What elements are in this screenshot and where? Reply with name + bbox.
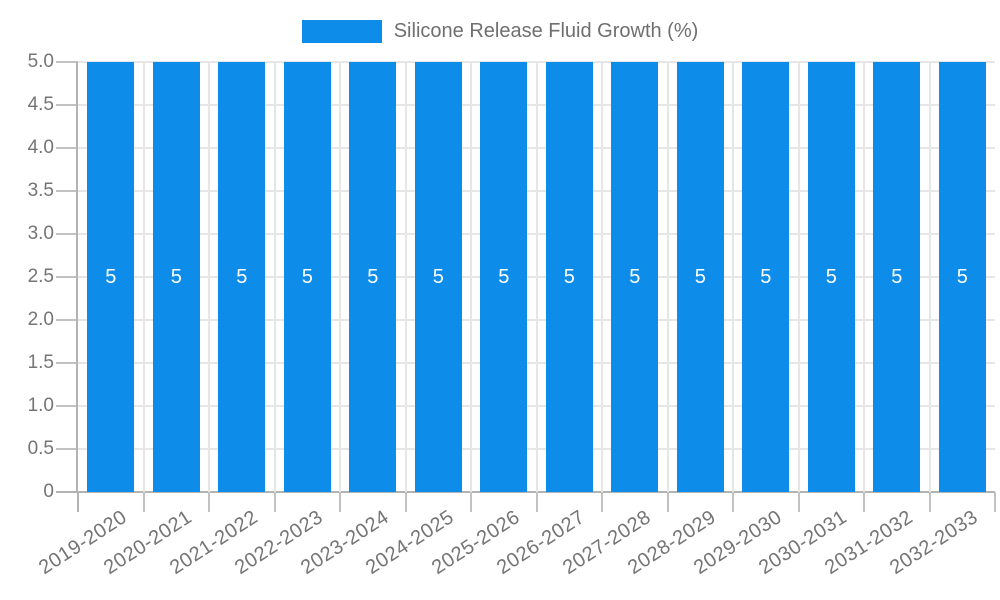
- x-tick: [928, 492, 931, 512]
- bar[interactable]: [414, 62, 462, 492]
- bar[interactable]: [480, 62, 528, 492]
- category-separator: [601, 62, 603, 492]
- bar[interactable]: [873, 62, 921, 492]
- legend-swatch-icon: [301, 20, 382, 43]
- x-tick: [732, 492, 734, 512]
- x-tick: [339, 492, 341, 512]
- x-tick: [535, 492, 538, 512]
- bar-value-label: 5: [629, 266, 641, 288]
- bar[interactable]: [283, 62, 331, 492]
- category-separator: [208, 62, 210, 492]
- bar[interactable]: [87, 62, 135, 492]
- plot-area: 5 5 5 5 5 5 5 5 5 5 5 5 5 5: [78, 61, 995, 493]
- bar-value-label: 5: [236, 266, 248, 288]
- x-tick: [404, 492, 407, 512]
- legend-item[interactable]: Silicone Release Fluid Growth (%): [301, 20, 699, 43]
- bar-value-label: 5: [956, 266, 968, 288]
- category-separator: [666, 62, 669, 492]
- bar-value-label: 5: [760, 266, 772, 288]
- x-tick: [470, 492, 472, 512]
- bar-value-label: 5: [498, 266, 510, 288]
- bar-value-label: 5: [825, 266, 837, 288]
- category-separator: [470, 62, 472, 492]
- y-tick-label: 5.0: [27, 51, 54, 72]
- bar-value-label: 5: [563, 266, 575, 288]
- bar[interactable]: [218, 62, 266, 492]
- y-tick-label: 3.0: [27, 223, 54, 244]
- y-tick: [56, 405, 78, 407]
- category-separator: [404, 62, 407, 492]
- bar-value-label: 5: [301, 266, 313, 288]
- bar[interactable]: [742, 62, 790, 492]
- y-tick: [56, 233, 78, 235]
- bar-value-label: 5: [694, 266, 706, 288]
- x-tick: [273, 492, 276, 512]
- legend: Silicone Release Fluid Growth (%): [0, 20, 1000, 43]
- category-separator: [732, 62, 734, 492]
- x-tick: [77, 492, 79, 512]
- y-tick-label: 4.0: [27, 137, 54, 158]
- category-separator: [339, 62, 341, 492]
- y-tick-label: 1.5: [27, 352, 54, 373]
- x-tick: [797, 492, 800, 512]
- y-tick-label: 0.5: [27, 438, 54, 459]
- y-tick: [56, 190, 78, 192]
- y-tick-label: 2.0: [27, 309, 54, 330]
- bar[interactable]: [676, 62, 724, 492]
- bar-value-label: 5: [432, 266, 444, 288]
- category-separator: [797, 62, 800, 492]
- category-separator: [928, 62, 931, 492]
- category-separator: [273, 62, 276, 492]
- y-tick-label: 3.5: [27, 180, 54, 201]
- bar-value-label: 5: [891, 266, 903, 288]
- bar[interactable]: [349, 62, 397, 492]
- x-tick: [142, 492, 145, 512]
- bar[interactable]: [545, 62, 593, 492]
- y-tick: [56, 319, 78, 321]
- bar[interactable]: [152, 62, 200, 492]
- y-tick: [56, 61, 78, 63]
- y-tick-label: 4.5: [27, 94, 54, 115]
- category-separator: [535, 62, 538, 492]
- bar-value-label: 5: [367, 266, 379, 288]
- y-tick-label: 1.0: [27, 395, 54, 416]
- y-axis-line: [76, 62, 78, 492]
- bar[interactable]: [938, 62, 986, 492]
- x-tick: [666, 492, 669, 512]
- legend-label: Silicone Release Fluid Growth (%): [393, 20, 699, 42]
- x-tick: [863, 492, 865, 512]
- bar[interactable]: [807, 62, 855, 492]
- bar-value-label: 5: [105, 266, 117, 288]
- bar[interactable]: [611, 62, 659, 492]
- y-tick-label: 0: [43, 481, 54, 502]
- category-separator: [863, 62, 865, 492]
- x-tick: [208, 492, 210, 512]
- y-tick: [56, 491, 78, 493]
- y-tick: [56, 276, 78, 278]
- category-separator: [142, 62, 145, 492]
- y-tick: [56, 362, 78, 364]
- y-tick-label: 2.5: [27, 266, 54, 287]
- x-tick: [601, 492, 603, 512]
- y-tick: [56, 448, 78, 450]
- bar-value-label: 5: [170, 266, 182, 288]
- y-tick: [56, 147, 78, 149]
- y-tick: [56, 104, 78, 106]
- x-tick: [994, 492, 996, 512]
